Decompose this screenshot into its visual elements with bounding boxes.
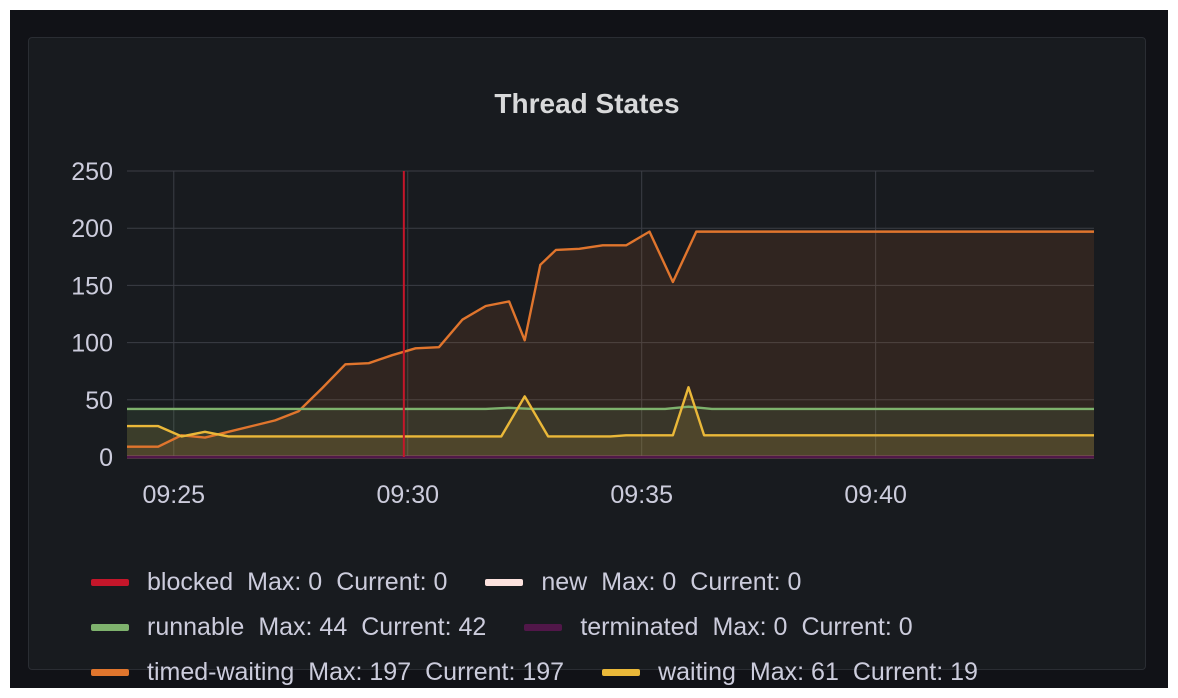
x-tick-label: 09:30	[376, 481, 439, 509]
thread-states-chart[interactable]: 0 50 100 150 200 250 09:25 09:30 09:35 09:40	[29, 38, 1147, 538]
legend-item-timed-waiting[interactable]: timed-waiting Max: 197 Current: 197	[91, 658, 578, 687]
y-tick-label: 200	[71, 215, 113, 243]
legend-max: Max: 0	[247, 568, 323, 596]
legend-current: Current: 197	[425, 658, 565, 686]
legend-swatch	[91, 669, 129, 676]
x-tick-label: 09:40	[844, 481, 907, 509]
legend-swatch	[485, 579, 524, 586]
legend-item-blocked[interactable]: blocked Max: 0 Current: 0	[91, 568, 461, 597]
legend-label: blocked	[147, 568, 234, 596]
legend-row: timed-waiting Max: 197 Current: 197 waiting…	[91, 650, 1171, 695]
y-tick-label: 100	[71, 330, 113, 358]
legend-row: blocked Max: 0 Current: 0 new Max: 0 Current:…	[91, 560, 1171, 605]
series-line-waiting	[127, 386, 1094, 438]
dashboard-background: Thread States 0 50 100 150 200 250 09:25 09:30 0…	[10, 10, 1168, 688]
legend-current: Current: 0	[336, 568, 448, 596]
legend-max: Max: 44	[258, 613, 348, 641]
legend-current: Current: 19	[852, 658, 978, 686]
x-tick-label: 09:25	[143, 481, 206, 509]
legend: blocked Max: 0 Current: 0 new Max: 0 Current:…	[91, 560, 1171, 695]
panel-title[interactable]: Thread States	[494, 88, 680, 119]
series-line-timed-waiting	[127, 230, 1094, 448]
y-tick-label: 250	[71, 158, 113, 186]
thread-states-panel: Thread States 0 50 100 150 200 250 09:25 09:30 0…	[28, 37, 1147, 686]
legend-label: terminated	[580, 613, 699, 641]
legend-swatch	[602, 669, 641, 676]
legend-current: Current: 0	[801, 613, 913, 641]
legend-row: runnable Max: 44 Current: 42 terminated Max:…	[91, 605, 1171, 650]
legend-item-new[interactable]: new Max: 0 Current: 0	[485, 568, 815, 597]
legend-item-waiting[interactable]: waiting Max: 61 Current: 19	[602, 658, 992, 687]
legend-label: timed-waiting	[147, 658, 295, 686]
legend-max: Max: 61	[749, 658, 839, 686]
legend-swatch	[524, 624, 563, 631]
legend-label: runnable	[147, 613, 245, 641]
x-tick-label: 09:35	[610, 481, 673, 509]
legend-max: Max: 0	[712, 613, 788, 641]
legend-item-terminated[interactable]: terminated Max: 0 Current: 0	[524, 613, 926, 642]
legend-label: new	[541, 568, 588, 596]
legend-max: Max: 197	[308, 658, 412, 686]
legend-label: waiting	[658, 658, 736, 686]
y-tick-label: 150	[71, 272, 113, 300]
series-area-waiting	[127, 387, 1094, 457]
legend-current: Current: 42	[361, 613, 487, 641]
legend-current: Current: 0	[690, 568, 802, 596]
legend-swatch	[91, 624, 129, 631]
series-area-runnable	[127, 406, 1094, 457]
series-line-runnable	[127, 405, 1094, 411]
series-area-timed-waiting	[127, 231, 1094, 457]
legend-swatch	[91, 579, 129, 586]
legend-max: Max: 0	[601, 568, 677, 596]
legend-item-runnable[interactable]: runnable Max: 44 Current: 42	[91, 613, 500, 642]
y-tick-label: 50	[85, 387, 113, 415]
y-tick-label: 0	[99, 444, 113, 472]
